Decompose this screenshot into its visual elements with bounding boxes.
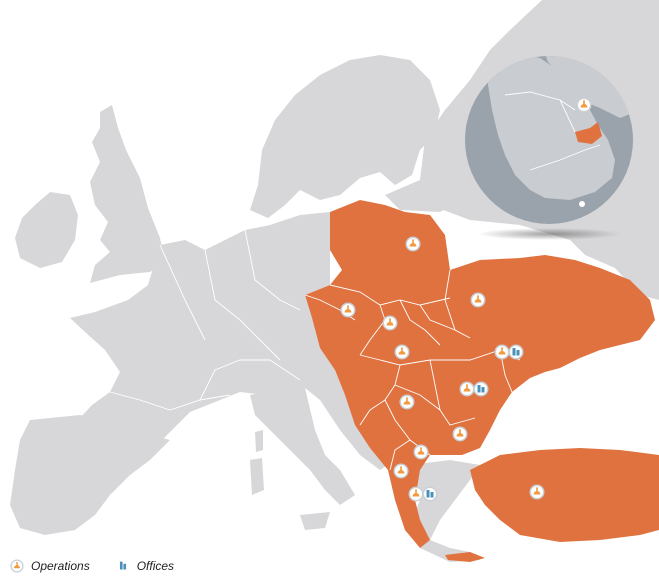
offices-marker[interactable] bbox=[473, 381, 489, 397]
inset-highlight-uae bbox=[575, 122, 602, 144]
legend-offices: Offices bbox=[116, 559, 174, 573]
operations-marker[interactable] bbox=[405, 236, 421, 252]
legend-offices-label: Offices bbox=[136, 559, 175, 573]
operations-marker[interactable] bbox=[470, 292, 486, 308]
sardinia-land bbox=[250, 458, 264, 495]
inset-arabia-land bbox=[488, 56, 615, 200]
legend-operations-label: Operations bbox=[31, 559, 90, 573]
scandinavia-land bbox=[250, 55, 440, 218]
operations-marker[interactable] bbox=[529, 484, 545, 500]
iberia-land bbox=[10, 415, 170, 535]
operations-marker[interactable] bbox=[494, 344, 510, 360]
operations-marker[interactable] bbox=[413, 444, 429, 460]
legend-operations: Operations bbox=[10, 559, 90, 573]
operations-marker[interactable] bbox=[340, 302, 356, 318]
operations-marker[interactable] bbox=[459, 381, 475, 397]
operations-marker[interactable] bbox=[394, 344, 410, 360]
sicily-land bbox=[300, 512, 330, 530]
operations-marker[interactable] bbox=[399, 394, 415, 410]
ireland-land bbox=[15, 192, 78, 268]
operations-marker[interactable] bbox=[452, 426, 468, 442]
italy-land bbox=[250, 390, 355, 505]
operations-marker[interactable] bbox=[576, 97, 592, 113]
offices-marker[interactable] bbox=[422, 486, 438, 502]
great-britain-land bbox=[90, 105, 165, 283]
highlight-crete bbox=[445, 552, 485, 562]
corsica-land bbox=[255, 430, 263, 452]
finland-baltics-land bbox=[385, 95, 480, 212]
operations-icon bbox=[10, 559, 24, 573]
continental-europe-land bbox=[68, 212, 395, 478]
offices-marker[interactable] bbox=[508, 344, 524, 360]
operations-marker[interactable] bbox=[393, 463, 409, 479]
highlight-turkey bbox=[470, 448, 659, 542]
operations-marker[interactable] bbox=[382, 315, 398, 331]
inset-arabian-peninsula bbox=[465, 56, 633, 240]
operations-marker[interactable] bbox=[408, 486, 424, 502]
legend: Operations Offices bbox=[10, 556, 174, 576]
offices-icon bbox=[119, 561, 126, 570]
inset-iran-land bbox=[540, 56, 633, 118]
